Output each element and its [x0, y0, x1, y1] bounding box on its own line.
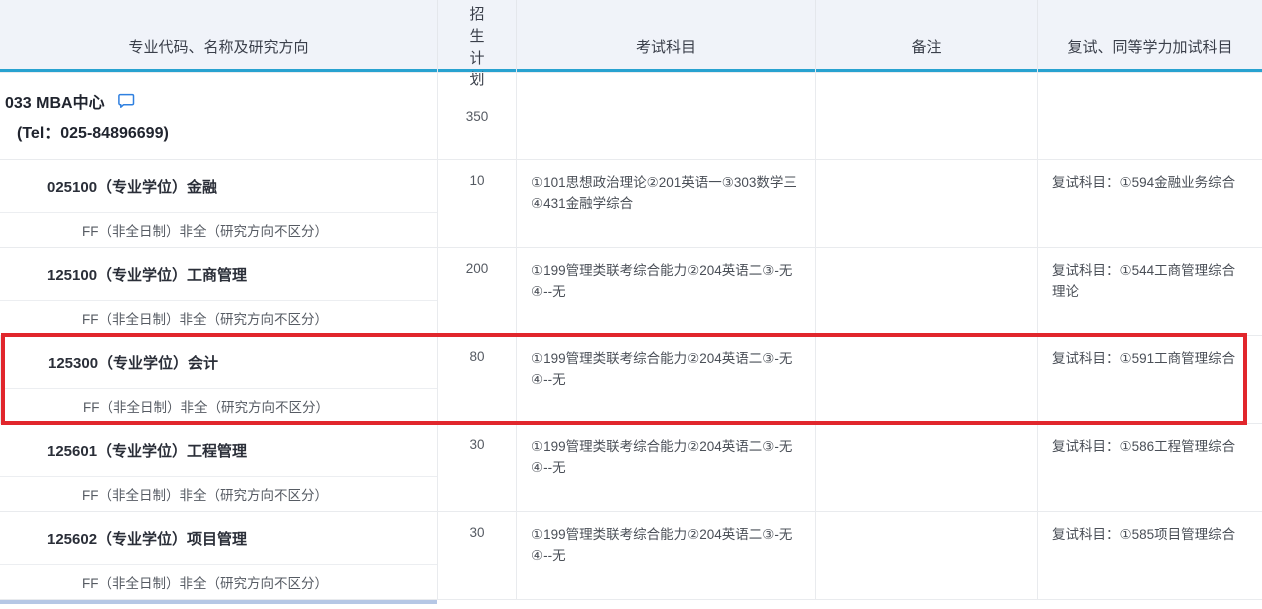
- retest-subjects: 复试科目：①544工商管理综合理论: [1037, 248, 1262, 335]
- major-cell: 125602（专业学位）项目管理 FF（非全日制）非全（研究方向不区分）: [0, 512, 437, 599]
- table-row: 025100（专业学位）金融 FF（非全日制）非全（研究方向不区分） 10 ①1…: [0, 159, 1262, 247]
- major-cell: 125300（专业学位）会计 FF（非全日制）非全（研究方向不区分）: [0, 336, 437, 423]
- major-direction: FF（非全日制）非全（研究方向不区分）: [83, 400, 329, 415]
- table-header-row: 专业代码、名称及研究方向 招生计划 考试科目 备注 复试、同等学力加试科目: [0, 0, 1262, 95]
- plan-value: 30: [437, 512, 516, 599]
- retest-subjects: 复试科目：①594金融业务综合: [1037, 160, 1262, 247]
- department-title: 033 MBA中心: [5, 95, 105, 112]
- major-title: 025100（专业学位）金融: [0, 160, 437, 213]
- retest-subjects: 复试科目：①591工商管理综合: [1037, 336, 1262, 423]
- major-cell: 125601（专业学位）工程管理 FF（非全日制）非全（研究方向不区分）: [0, 424, 437, 511]
- column-header-exam: 考试科目: [516, 0, 815, 95]
- department-note-cell: [815, 73, 1037, 159]
- department-retest-cell: [1037, 73, 1262, 159]
- department-plan: 350: [437, 73, 516, 159]
- retest-subjects: 复试科目：①585项目管理综合: [1037, 512, 1262, 599]
- plan-value: 30: [437, 424, 516, 511]
- table-row: 125100（专业学位）工商管理 FF（非全日制）非全（研究方向不区分） 200…: [0, 247, 1262, 335]
- plan-value: 80: [437, 336, 516, 423]
- major-title: 125601（专业学位）工程管理: [0, 424, 437, 477]
- note-cell: [815, 160, 1037, 247]
- column-header-retest: 复试、同等学力加试科目: [1037, 0, 1262, 95]
- note-cell: [815, 424, 1037, 511]
- major-cell: 125100（专业学位）工商管理 FF（非全日制）非全（研究方向不区分）: [0, 248, 437, 335]
- next-row-edge: [0, 599, 1262, 604]
- department-cell: 033 MBA中心 (Tel：025-84896699): [0, 73, 437, 159]
- retest-subjects: 复试科目：①586工程管理综合: [1037, 424, 1262, 511]
- note-cell: [815, 248, 1037, 335]
- table-row: 125602（专业学位）项目管理 FF（非全日制）非全（研究方向不区分） 30 …: [0, 511, 1262, 599]
- exam-subjects: ①199管理类联考综合能力②204英语二③-无④--无: [516, 424, 815, 511]
- exam-subjects: ①101思想政治理论②201英语一③303数学三④431金融学综合: [516, 160, 815, 247]
- department-tel: (Tel：025-84896699): [17, 125, 169, 142]
- note-cell: [815, 512, 1037, 599]
- major-title: 125100（专业学位）工商管理: [0, 248, 437, 301]
- major-direction: FF（非全日制）非全（研究方向不区分）: [82, 576, 328, 591]
- department-row: 033 MBA中心 (Tel：025-84896699) 350: [0, 72, 1262, 159]
- plan-value: 10: [437, 160, 516, 247]
- major-direction: FF（非全日制）非全（研究方向不区分）: [82, 312, 328, 327]
- department-exam-cell: [516, 73, 815, 159]
- column-header-note: 备注: [815, 0, 1037, 95]
- plan-value: 200: [437, 248, 516, 335]
- exam-subjects: ①199管理类联考综合能力②204英语二③-无④--无: [516, 512, 815, 599]
- next-row-selection-strip: [0, 600, 437, 604]
- major-title: 125300（专业学位）会计: [1, 336, 437, 389]
- major-direction: FF（非全日制）非全（研究方向不区分）: [82, 488, 328, 503]
- column-header-major: 专业代码、名称及研究方向: [128, 38, 309, 56]
- exam-subjects: ①199管理类联考综合能力②204英语二③-无④--无: [516, 248, 815, 335]
- comment-bubble-icon[interactable]: [117, 93, 135, 109]
- major-direction: FF（非全日制）非全（研究方向不区分）: [82, 224, 328, 239]
- exam-subjects: ①199管理类联考综合能力②204英语二③-无④--无: [516, 336, 815, 423]
- column-header-plan: 招生计划: [437, 0, 516, 95]
- table-row-highlighted: 125300（专业学位）会计 FF（非全日制）非全（研究方向不区分） 80 ①1…: [0, 333, 1262, 425]
- major-title: 125602（专业学位）项目管理: [0, 512, 437, 565]
- table-row: 125601（专业学位）工程管理 FF（非全日制）非全（研究方向不区分） 30 …: [0, 423, 1262, 511]
- major-cell: 025100（专业学位）金融 FF（非全日制）非全（研究方向不区分）: [0, 160, 437, 247]
- note-cell: [815, 336, 1037, 423]
